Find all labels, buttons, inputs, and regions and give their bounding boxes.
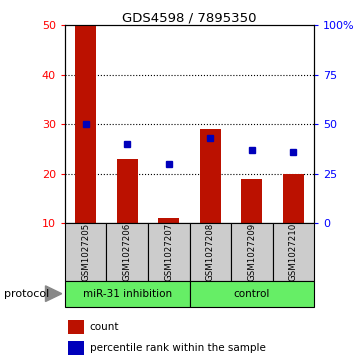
Text: miR-31 inhibition: miR-31 inhibition (83, 289, 172, 299)
Bar (231, 223, 273, 281)
Text: GSM1027206: GSM1027206 (123, 223, 132, 281)
Text: percentile rank within the sample: percentile rank within the sample (90, 343, 265, 353)
Bar (190, 223, 231, 281)
Bar (283, 174, 304, 223)
Bar (190, 281, 314, 307)
Text: GSM1027210: GSM1027210 (289, 223, 298, 281)
Bar (65, 281, 190, 307)
Bar (273, 223, 314, 281)
Bar (158, 218, 179, 223)
Text: protocol: protocol (4, 289, 49, 299)
Text: GSM1027205: GSM1027205 (81, 223, 90, 281)
Title: GDS4598 / 7895350: GDS4598 / 7895350 (122, 11, 257, 24)
Bar (200, 129, 221, 223)
Text: count: count (90, 322, 119, 332)
Bar (148, 223, 190, 281)
Text: GSM1027207: GSM1027207 (164, 223, 173, 281)
Bar (68, 341, 84, 355)
Text: GSM1027208: GSM1027208 (206, 223, 215, 281)
Bar (65, 223, 106, 281)
Bar (106, 223, 148, 281)
Bar (68, 320, 84, 334)
Bar (117, 159, 138, 223)
Polygon shape (45, 286, 62, 302)
Bar (75, 25, 96, 223)
Text: control: control (234, 289, 270, 299)
Bar (242, 179, 262, 223)
Text: GSM1027209: GSM1027209 (247, 223, 256, 281)
